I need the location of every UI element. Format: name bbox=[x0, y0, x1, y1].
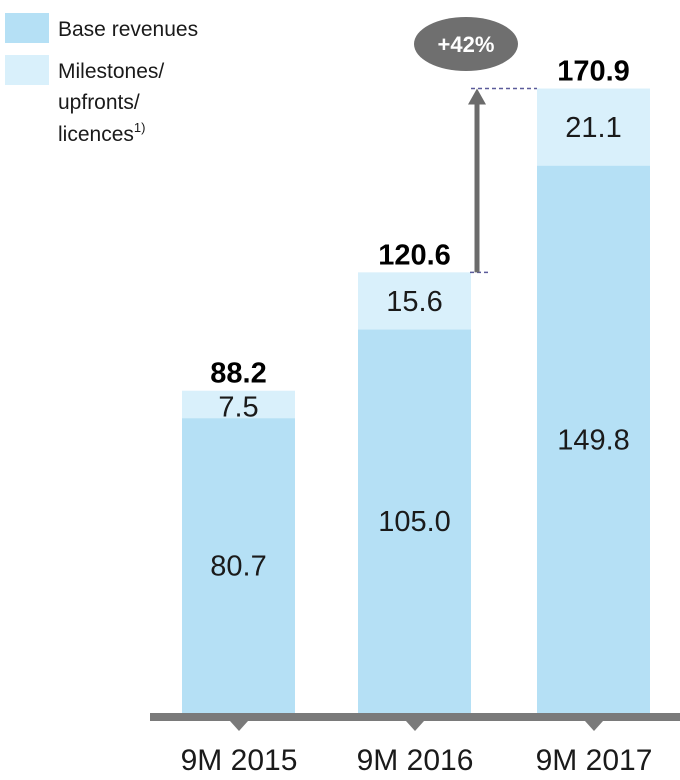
bar-label-milestones: 15.6 bbox=[386, 286, 442, 318]
bar-base-revenues bbox=[537, 165, 650, 713]
bar-milestones bbox=[182, 390, 295, 419]
bar-total-label: 170.9 bbox=[557, 56, 630, 88]
legend-footnote-marker: 1) bbox=[134, 120, 146, 135]
legend-label-base: Base revenues bbox=[58, 18, 198, 41]
bar-base-revenues bbox=[182, 418, 295, 713]
growth-annotation: +42% bbox=[414, 17, 537, 274]
bar-base-revenues bbox=[358, 329, 471, 713]
bar-milestones bbox=[358, 272, 471, 330]
legend: Base revenues Milestones/ upfronts/ lice… bbox=[5, 13, 198, 146]
x-axis-tick bbox=[406, 721, 424, 731]
bar-label-milestones: 21.1 bbox=[565, 112, 621, 144]
bar-label-base-revenues: 80.7 bbox=[210, 551, 266, 583]
bar-label-milestones: 7.5 bbox=[218, 392, 258, 424]
legend-label-milestones-line1: Milestones/ bbox=[58, 60, 164, 83]
growth-badge-label: +42% bbox=[438, 32, 495, 57]
bar-label-base-revenues: 149.8 bbox=[557, 424, 630, 456]
bar-milestones bbox=[537, 88, 650, 166]
legend-swatch-base bbox=[5, 13, 49, 43]
x-axis-line bbox=[150, 713, 680, 721]
x-axis-tick bbox=[230, 721, 248, 731]
growth-badge bbox=[414, 17, 518, 71]
growth-arrow-head-icon bbox=[468, 88, 486, 105]
x-axis-category-label: 9M 2016 bbox=[357, 744, 474, 777]
legend-label-milestones-line3: licences1) bbox=[58, 120, 145, 146]
x-axis bbox=[150, 713, 680, 721]
legend-label-milestones-text: licences bbox=[58, 123, 134, 146]
legend-label-milestones-line2: upfronts/ bbox=[58, 91, 140, 114]
x-axis-category-label: 9M 2017 bbox=[536, 744, 653, 777]
bars-group: 80.7 7.588.2 9M 2015 105.0 15.6 120.6 9M 2016 1… bbox=[181, 56, 653, 777]
x-axis-category-label: 9M 2015 bbox=[181, 744, 298, 777]
legend-swatch-milestones bbox=[5, 55, 49, 85]
x-axis-tick bbox=[585, 721, 603, 731]
bar-total-label: 88.2 bbox=[210, 358, 266, 390]
bar-total-label: 120.6 bbox=[378, 239, 451, 271]
bar-label-base-revenues: 105.0 bbox=[378, 506, 451, 538]
